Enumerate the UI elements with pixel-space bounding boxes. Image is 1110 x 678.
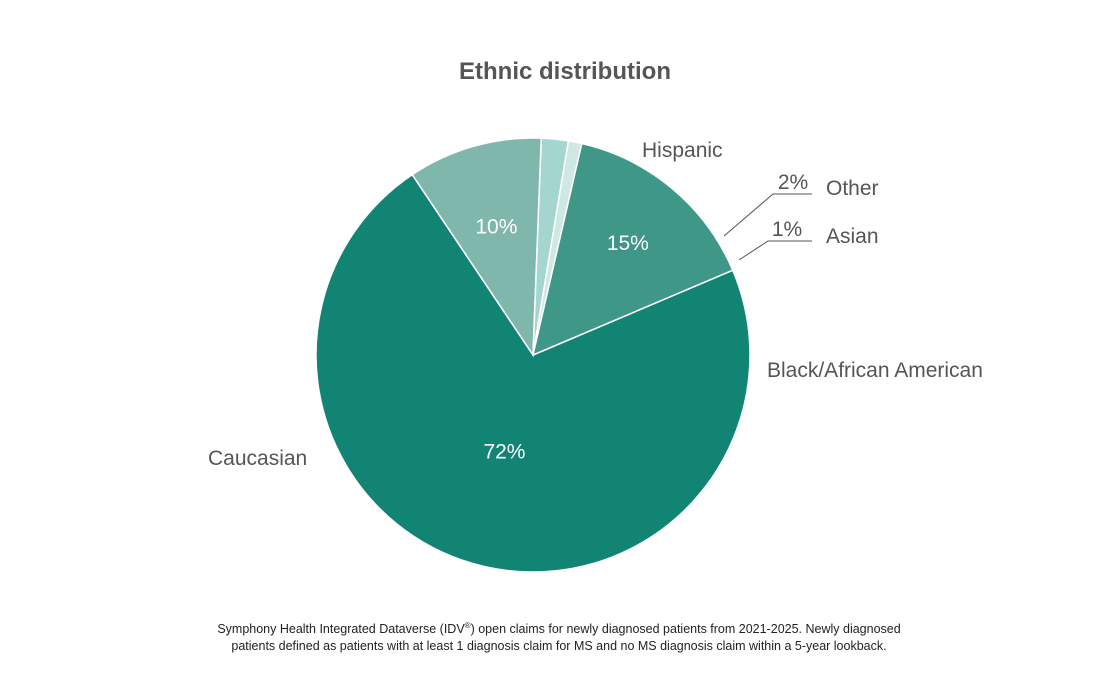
leader-line-asian (738, 240, 812, 261)
pie-slice-hispanic (411, 137, 543, 358)
footnote: Symphony Health Integrated Dataverse (ID… (0, 617, 1110, 655)
chart-title: Ethnic distribution (459, 58, 671, 85)
value-label-hispanic: 10% (475, 216, 517, 239)
footnote-text-1: Symphony Health Integrated Dataverse (ID… (217, 622, 465, 637)
value-label-caucasian: 72% (483, 441, 525, 464)
leader-lines (723, 193, 812, 261)
value-label-black-african-american: 15% (607, 232, 649, 255)
pie-slices (315, 137, 751, 573)
footnote-text-3: patients defined as patients with at lea… (231, 639, 887, 654)
category-label-hispanic: Hispanic (642, 139, 723, 162)
category-label-other: Other (826, 177, 879, 200)
footnote-text-2: ) open claims for newly diagnosed patien… (470, 622, 901, 637)
category-label-asian: Asian (826, 225, 879, 248)
value-label-other: 2% (778, 171, 808, 194)
value-label-asian: 1% (772, 218, 802, 241)
category-label-black-african-american: Black/African American (767, 359, 983, 382)
pie-slice-caucasian (315, 173, 751, 573)
category-label-caucasian: Caucasian (208, 447, 307, 470)
registered-mark: ® (464, 621, 471, 630)
pie-slice-black-african-american (531, 142, 734, 357)
leader-line-other (723, 193, 812, 237)
pie-labels: 72% Caucasian 10% Hispanic 2% Other 1% Asian 15%… (208, 139, 983, 470)
